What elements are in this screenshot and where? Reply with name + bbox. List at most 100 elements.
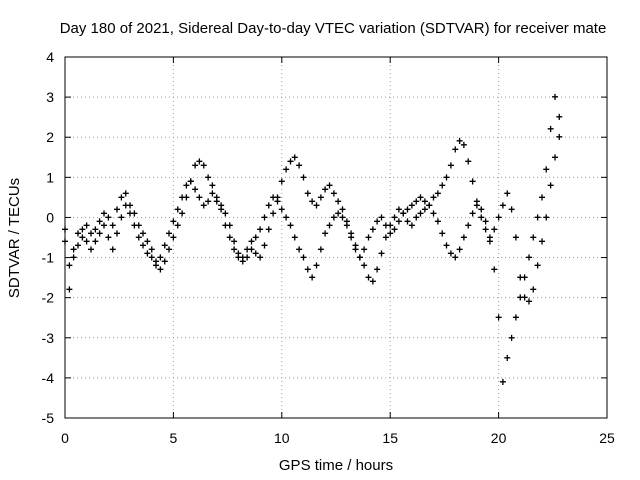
data-point: + [75, 226, 82, 240]
data-point: + [278, 174, 285, 188]
x-axis-label: GPS time / hours [279, 457, 393, 474]
data-point: + [70, 251, 77, 265]
data-point: + [226, 231, 233, 245]
data-point: + [504, 351, 511, 365]
data-point: + [131, 218, 138, 232]
data-point: + [209, 178, 216, 192]
data-point: + [369, 275, 376, 289]
data-point: + [512, 311, 519, 325]
data-point: + [330, 186, 337, 200]
data-point: + [421, 194, 428, 208]
data-point: + [248, 243, 255, 257]
data-point: + [79, 231, 86, 245]
data-point: + [144, 235, 151, 249]
data-point: + [439, 226, 446, 240]
data-point: + [118, 190, 125, 204]
data-point: + [140, 226, 147, 240]
data-point: + [252, 231, 259, 245]
data-point: + [447, 158, 454, 172]
data-point: + [144, 247, 151, 261]
data-point: + [235, 251, 242, 265]
data-point: + [79, 222, 86, 236]
data-point: + [157, 251, 164, 265]
data-point: + [205, 194, 212, 208]
data-point: + [521, 291, 528, 305]
data-point: + [88, 226, 95, 240]
data-point: + [239, 255, 246, 269]
data-point: + [213, 194, 220, 208]
data-point: + [222, 206, 229, 220]
data-point: + [83, 218, 90, 232]
data-point: + [244, 243, 251, 257]
data-point: + [170, 231, 177, 245]
x-tick-label: 5 [170, 430, 178, 446]
data-point: + [70, 243, 77, 257]
data-point: + [265, 222, 272, 236]
data-point: + [538, 190, 545, 204]
y-tick-label: 0 [46, 209, 54, 225]
data-point: + [551, 90, 558, 104]
y-tick-label: -3 [42, 330, 55, 346]
data-point: + [543, 210, 550, 224]
data-point: + [283, 162, 290, 176]
data-point: + [283, 210, 290, 224]
data-point: + [127, 198, 134, 212]
data-point: + [326, 218, 333, 232]
data-point: + [382, 231, 389, 245]
data-point: + [196, 154, 203, 168]
data-point: + [304, 263, 311, 277]
data-point: + [417, 190, 424, 204]
data-point: + [265, 198, 272, 212]
data-point: + [309, 194, 316, 208]
data-point: + [400, 206, 407, 220]
data-point: + [517, 271, 524, 285]
data-point: + [287, 154, 294, 168]
data-point: + [391, 210, 398, 224]
data-point: + [92, 222, 99, 236]
data-point: + [343, 218, 350, 232]
y-tick-label: -5 [42, 410, 55, 426]
data-point: + [309, 271, 316, 285]
data-point: + [96, 226, 103, 240]
data-point: + [170, 214, 177, 228]
data-point: + [148, 251, 155, 265]
data-point: + [257, 251, 264, 265]
data-point: + [465, 154, 472, 168]
data-point: + [218, 198, 225, 212]
data-point: + [543, 162, 550, 176]
data-point: + [499, 375, 506, 389]
data-point: + [473, 198, 480, 212]
data-point: + [161, 239, 168, 253]
data-point: + [530, 283, 537, 297]
data-point: + [348, 231, 355, 245]
data-point: + [161, 255, 168, 269]
data-point: + [270, 190, 277, 204]
data-point: + [517, 291, 524, 305]
data-point: + [330, 210, 337, 224]
data-point: + [135, 218, 142, 232]
data-point: + [538, 235, 545, 249]
data-point: + [92, 235, 99, 249]
data-point: + [378, 247, 385, 261]
data-point: + [478, 202, 485, 216]
data-point: + [83, 235, 90, 249]
data-point: + [460, 231, 467, 245]
data-point: + [426, 198, 433, 212]
data-point: + [352, 243, 359, 257]
data-point: + [200, 158, 207, 172]
data-point: + [447, 247, 454, 261]
data-point: + [361, 243, 368, 257]
data-point: + [482, 214, 489, 228]
data-point: + [114, 226, 121, 240]
y-tick-label: 2 [46, 129, 54, 145]
data-point: + [101, 206, 108, 220]
data-point: + [335, 206, 342, 220]
data-point: + [114, 202, 121, 216]
data-point: + [434, 186, 441, 200]
data-point: + [153, 255, 160, 269]
data-point: + [521, 271, 528, 285]
data-point: + [166, 226, 173, 240]
data-point: + [261, 239, 268, 253]
data-point: + [257, 222, 264, 236]
